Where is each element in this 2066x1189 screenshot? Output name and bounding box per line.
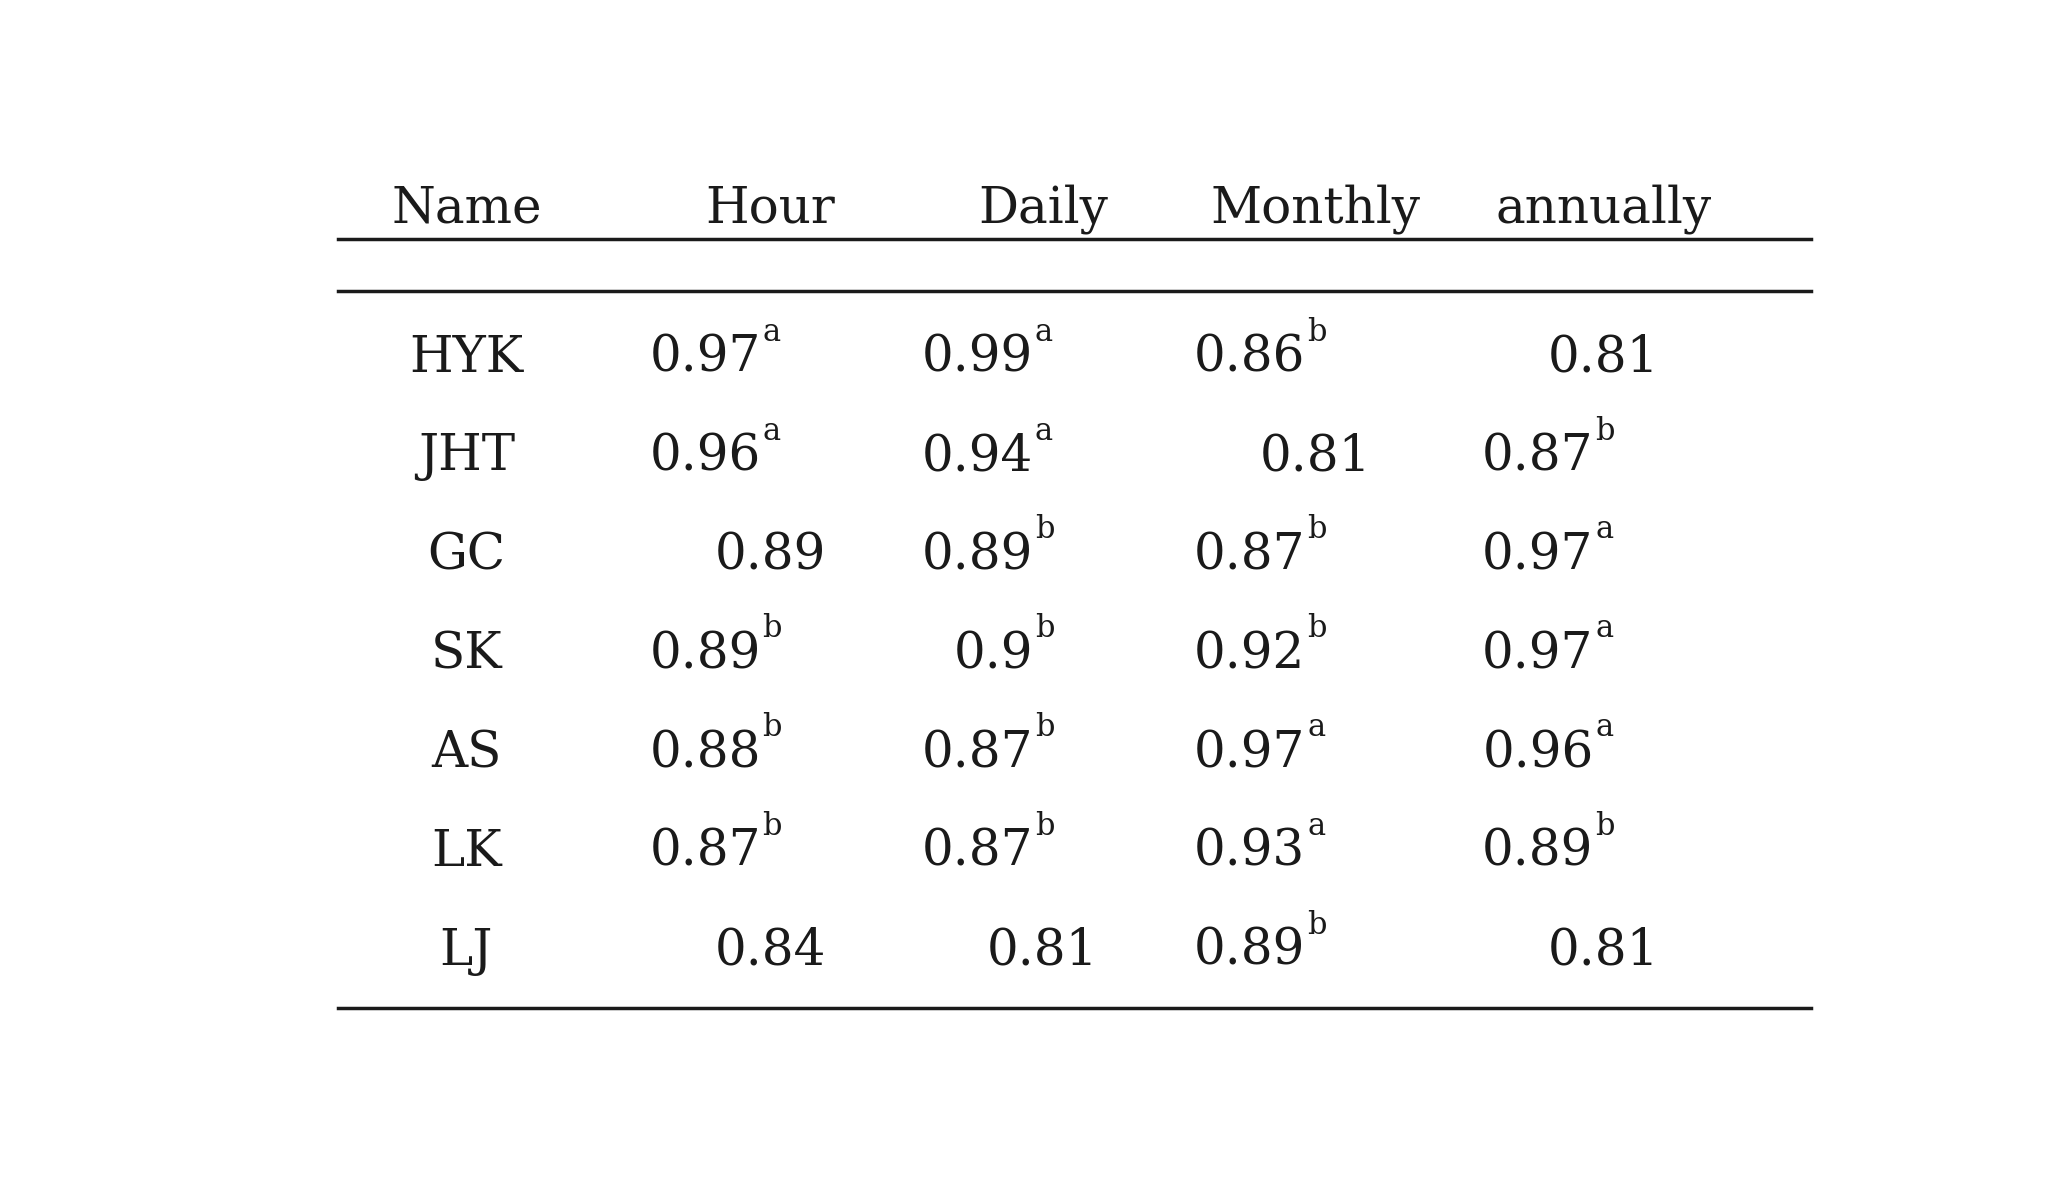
Text: 0.97: 0.97	[1481, 530, 1593, 580]
Text: b: b	[1035, 811, 1054, 842]
Text: 0.87: 0.87	[1194, 530, 1306, 580]
Text: 0.99: 0.99	[921, 333, 1033, 383]
Text: JHT: JHT	[417, 432, 514, 482]
Text: 0.87: 0.87	[649, 828, 760, 877]
Text: b: b	[1308, 316, 1326, 347]
Text: a: a	[1308, 811, 1324, 842]
Text: b: b	[1595, 811, 1616, 842]
Text: 0.87: 0.87	[921, 729, 1033, 778]
Text: 0.89: 0.89	[1481, 828, 1593, 877]
Text: 0.89: 0.89	[715, 530, 826, 580]
Text: GC: GC	[428, 530, 506, 580]
Text: 0.81: 0.81	[988, 926, 1099, 976]
Text: 0.97: 0.97	[649, 333, 760, 383]
Text: b: b	[1035, 712, 1054, 743]
Text: 0.92: 0.92	[1194, 630, 1306, 679]
Text: a: a	[1595, 515, 1614, 546]
Text: 0.94: 0.94	[921, 432, 1033, 482]
Text: b: b	[1308, 614, 1326, 644]
Text: b: b	[762, 614, 783, 644]
Text: b: b	[1308, 515, 1326, 546]
Text: a: a	[1035, 316, 1054, 347]
Text: a: a	[762, 416, 781, 447]
Text: HYK: HYK	[409, 333, 523, 383]
Text: LJ: LJ	[440, 926, 494, 976]
Text: a: a	[1035, 416, 1054, 447]
Text: 0.9: 0.9	[954, 630, 1033, 679]
Text: 0.89: 0.89	[1194, 926, 1306, 976]
Text: 0.81: 0.81	[1260, 432, 1370, 482]
Text: Name: Name	[390, 184, 541, 233]
Text: 0.84: 0.84	[715, 926, 826, 976]
Text: 0.87: 0.87	[921, 828, 1033, 877]
Text: a: a	[1595, 614, 1614, 644]
Text: 0.89: 0.89	[921, 530, 1033, 580]
Text: b: b	[1035, 515, 1054, 546]
Text: 0.81: 0.81	[1547, 926, 1659, 976]
Text: 0.96: 0.96	[651, 432, 760, 482]
Text: 0.97: 0.97	[1194, 729, 1306, 778]
Text: b: b	[1595, 416, 1616, 447]
Text: 0.87: 0.87	[1481, 432, 1593, 482]
Text: 0.88: 0.88	[649, 729, 760, 778]
Text: 0.86: 0.86	[1194, 333, 1306, 383]
Text: LK: LK	[432, 828, 502, 877]
Text: Daily: Daily	[977, 183, 1107, 233]
Text: b: b	[1035, 614, 1054, 644]
Text: SK: SK	[430, 630, 502, 679]
Text: a: a	[1595, 712, 1614, 743]
Text: 0.93: 0.93	[1194, 828, 1306, 877]
Text: a: a	[762, 316, 781, 347]
Text: Hour: Hour	[707, 184, 835, 233]
Text: 0.97: 0.97	[1481, 630, 1593, 679]
Text: 0.96: 0.96	[1483, 729, 1593, 778]
Text: a: a	[1308, 712, 1324, 743]
Text: 0.81: 0.81	[1547, 333, 1659, 383]
Text: b: b	[762, 811, 783, 842]
Text: 0.89: 0.89	[649, 630, 760, 679]
Text: b: b	[762, 712, 783, 743]
Text: Monthly: Monthly	[1211, 183, 1419, 233]
Text: annually: annually	[1496, 183, 1711, 233]
Text: b: b	[1308, 910, 1326, 940]
Text: AS: AS	[432, 729, 502, 778]
